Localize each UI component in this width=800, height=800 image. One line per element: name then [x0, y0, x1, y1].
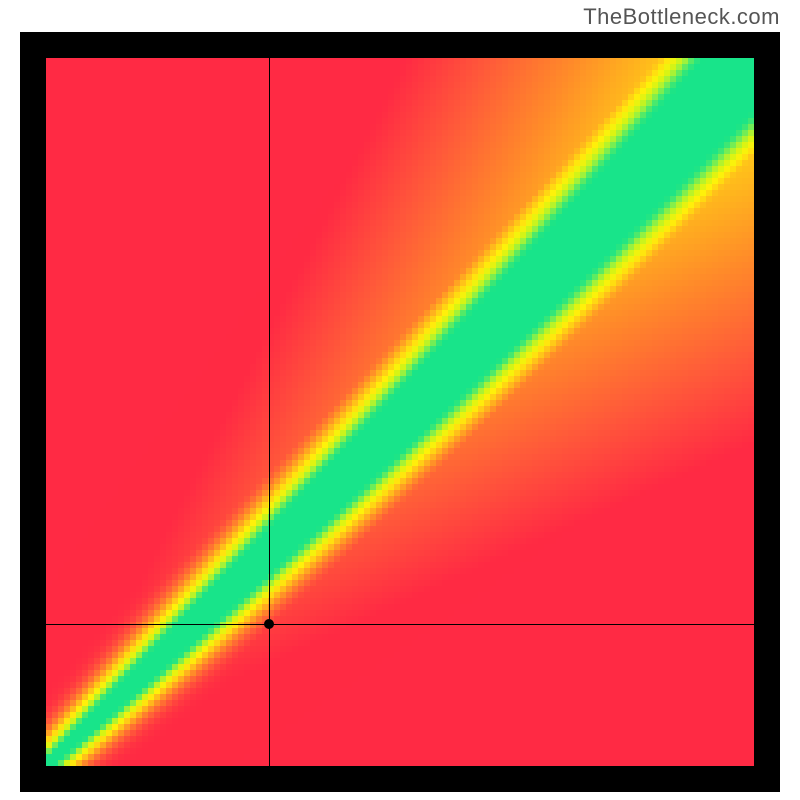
watermark-text: TheBottleneck.com	[583, 4, 780, 30]
crosshair-horizontal	[46, 624, 754, 625]
heatmap-canvas	[46, 58, 754, 766]
heatmap-plot	[20, 32, 780, 792]
heatmap-inner	[46, 58, 754, 766]
crosshair-vertical	[269, 58, 270, 766]
